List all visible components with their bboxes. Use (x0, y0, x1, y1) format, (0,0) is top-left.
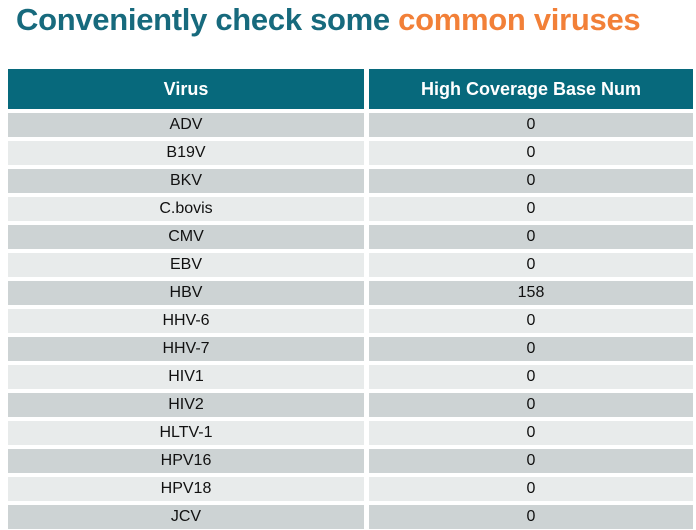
coverage-value-cell: 0 (369, 113, 693, 137)
table-row: HPV16 0 (8, 449, 693, 473)
table-row: HBV 158 (8, 281, 693, 305)
table-row: ADV 0 (8, 113, 693, 137)
virus-name-cell: JCV (8, 505, 369, 529)
coverage-value-cell: 0 (369, 309, 693, 333)
coverage-value-cell: 0 (369, 365, 693, 389)
coverage-value-cell: 0 (369, 505, 693, 529)
virus-name-cell: HBV (8, 281, 369, 305)
coverage-value-cell: 0 (369, 477, 693, 501)
table-header: Virus High Coverage Base Num (8, 69, 693, 109)
virus-name-cell: HPV18 (8, 477, 369, 501)
table-row: EBV 0 (8, 253, 693, 277)
coverage-value-cell: 0 (369, 393, 693, 417)
table-row: BKV 0 (8, 169, 693, 193)
coverage-value-cell: 0 (369, 421, 693, 445)
coverage-value-cell: 0 (369, 169, 693, 193)
column-header-virus: Virus (8, 69, 369, 109)
virus-name-cell: BKV (8, 169, 369, 193)
table-row: HHV-7 0 (8, 337, 693, 361)
virus-table: Virus High Coverage Base Num ADV 0 B19V 0 BK… (8, 65, 693, 530)
table-row: HHV-6 0 (8, 309, 693, 333)
virus-name-cell: HLTV-1 (8, 421, 369, 445)
virus-name-cell: EBV (8, 253, 369, 277)
column-header-high-coverage-base-num: High Coverage Base Num (369, 69, 693, 109)
coverage-value-cell: 0 (369, 337, 693, 361)
table-row: HIV2 0 (8, 393, 693, 417)
coverage-value-cell: 0 (369, 141, 693, 165)
coverage-value-cell: 0 (369, 253, 693, 277)
virus-name-cell: HHV-6 (8, 309, 369, 333)
table-row: HIV1 0 (8, 365, 693, 389)
table-row: CMV 0 (8, 225, 693, 249)
virus-name-cell: B19V (8, 141, 369, 165)
coverage-value-cell: 158 (369, 281, 693, 305)
table-row: HPV18 0 (8, 477, 693, 501)
virus-name-cell: C.bovis (8, 197, 369, 221)
table-row: JCV 0 (8, 505, 693, 529)
header-row: Virus High Coverage Base Num (8, 69, 693, 109)
virus-name-cell: CMV (8, 225, 369, 249)
table-row: B19V 0 (8, 141, 693, 165)
coverage-value-cell: 0 (369, 225, 693, 249)
title-teal-text: Conveniently check some (16, 2, 399, 37)
virus-name-cell: ADV (8, 113, 369, 137)
table-body: ADV 0 B19V 0 BKV 0 C.bovis 0 CMV 0 EBV 0 HBV 158 HHV-6… (8, 113, 693, 529)
coverage-value-cell: 0 (369, 197, 693, 221)
virus-name-cell: HIV2 (8, 393, 369, 417)
title-orange-text: common viruses (398, 2, 641, 37)
table-row: HLTV-1 0 (8, 421, 693, 445)
table-row: C.bovis 0 (8, 197, 693, 221)
page-title: Conveniently check some common viruses (0, 0, 696, 38)
virus-name-cell: HIV1 (8, 365, 369, 389)
coverage-value-cell: 0 (369, 449, 693, 473)
virus-name-cell: HHV-7 (8, 337, 369, 361)
virus-name-cell: HPV16 (8, 449, 369, 473)
